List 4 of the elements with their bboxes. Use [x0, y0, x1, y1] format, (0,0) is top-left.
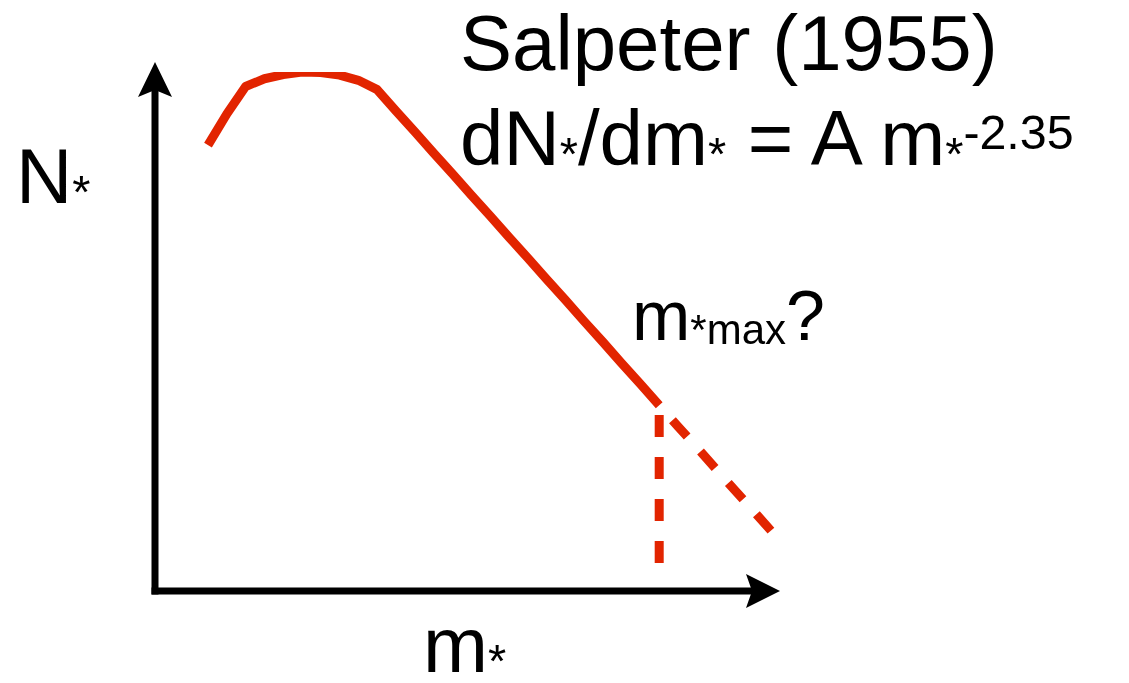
annotation: m$_{*max}$?: [632, 277, 825, 355]
x-axis-title: m$_{*}$: [423, 601, 507, 683]
y-axis-title: N$_{*}$: [16, 132, 91, 220]
chart-title: Salpeter (1955): [460, 0, 998, 87]
